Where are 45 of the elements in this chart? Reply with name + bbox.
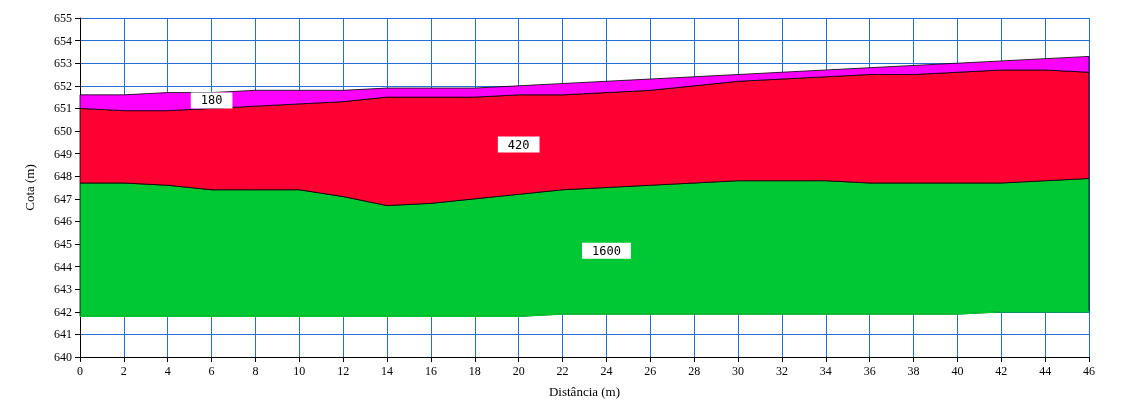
- x-tick-label: 8: [252, 364, 259, 378]
- y-tick-label: 647: [54, 191, 72, 206]
- x-tick-label: 24: [600, 364, 613, 378]
- x-tick-label: 22: [556, 364, 569, 378]
- y-tick-label: 645: [54, 237, 72, 251]
- y-tick-label: 652: [54, 78, 72, 93]
- y-tick-label: 650: [54, 124, 72, 138]
- x-tick-label: 42: [995, 364, 1008, 378]
- series-label: 180: [200, 93, 223, 108]
- y-axis-title: Cota (m): [22, 164, 37, 211]
- x-tick-label: 16: [424, 364, 437, 378]
- x-tick-label: 38: [907, 364, 920, 378]
- y-tick-label: 654: [54, 33, 72, 48]
- x-tick-label: 46: [1083, 364, 1095, 378]
- series-label: 420: [507, 137, 530, 152]
- x-tick-label: 40: [951, 364, 964, 378]
- y-tick-label: 653: [54, 56, 72, 71]
- y-tick-label: 649: [54, 146, 72, 161]
- x-tick-label: 34: [819, 364, 832, 378]
- y-tick-label: 644: [54, 259, 72, 274]
- x-tick-label: 44: [1039, 364, 1052, 378]
- x-tick-label: 2: [120, 364, 127, 378]
- x-tick-label: 28: [688, 364, 701, 378]
- x-tick-label: 0: [77, 364, 83, 378]
- y-tick-label: 648: [54, 169, 72, 184]
- y-tick-label: 641: [54, 327, 72, 342]
- y-tick-label: 651: [54, 101, 72, 116]
- x-tick-label: 18: [468, 364, 481, 378]
- x-axis-title: Distância (m): [548, 384, 621, 399]
- x-tick-label: 14: [381, 364, 394, 378]
- y-tick-label: 642: [54, 304, 72, 319]
- x-tick-label: 36: [863, 364, 876, 378]
- series-label: 1600: [591, 243, 621, 258]
- x-tick-label: 26: [644, 364, 657, 378]
- x-tick-label: 6: [208, 364, 215, 378]
- y-tick-label: 655: [54, 11, 72, 25]
- y-tick-label: 646: [54, 214, 72, 229]
- x-tick-label: 10: [293, 364, 306, 378]
- x-tick-label: 4: [164, 364, 171, 378]
- y-tick-label: 640: [54, 350, 72, 364]
- x-tick-label: 30: [732, 364, 745, 378]
- x-tick-label: 20: [512, 364, 525, 378]
- y-tick-label: 643: [54, 282, 72, 297]
- x-tick-label: 12: [337, 364, 350, 378]
- x-tick-label: 32: [775, 364, 788, 378]
